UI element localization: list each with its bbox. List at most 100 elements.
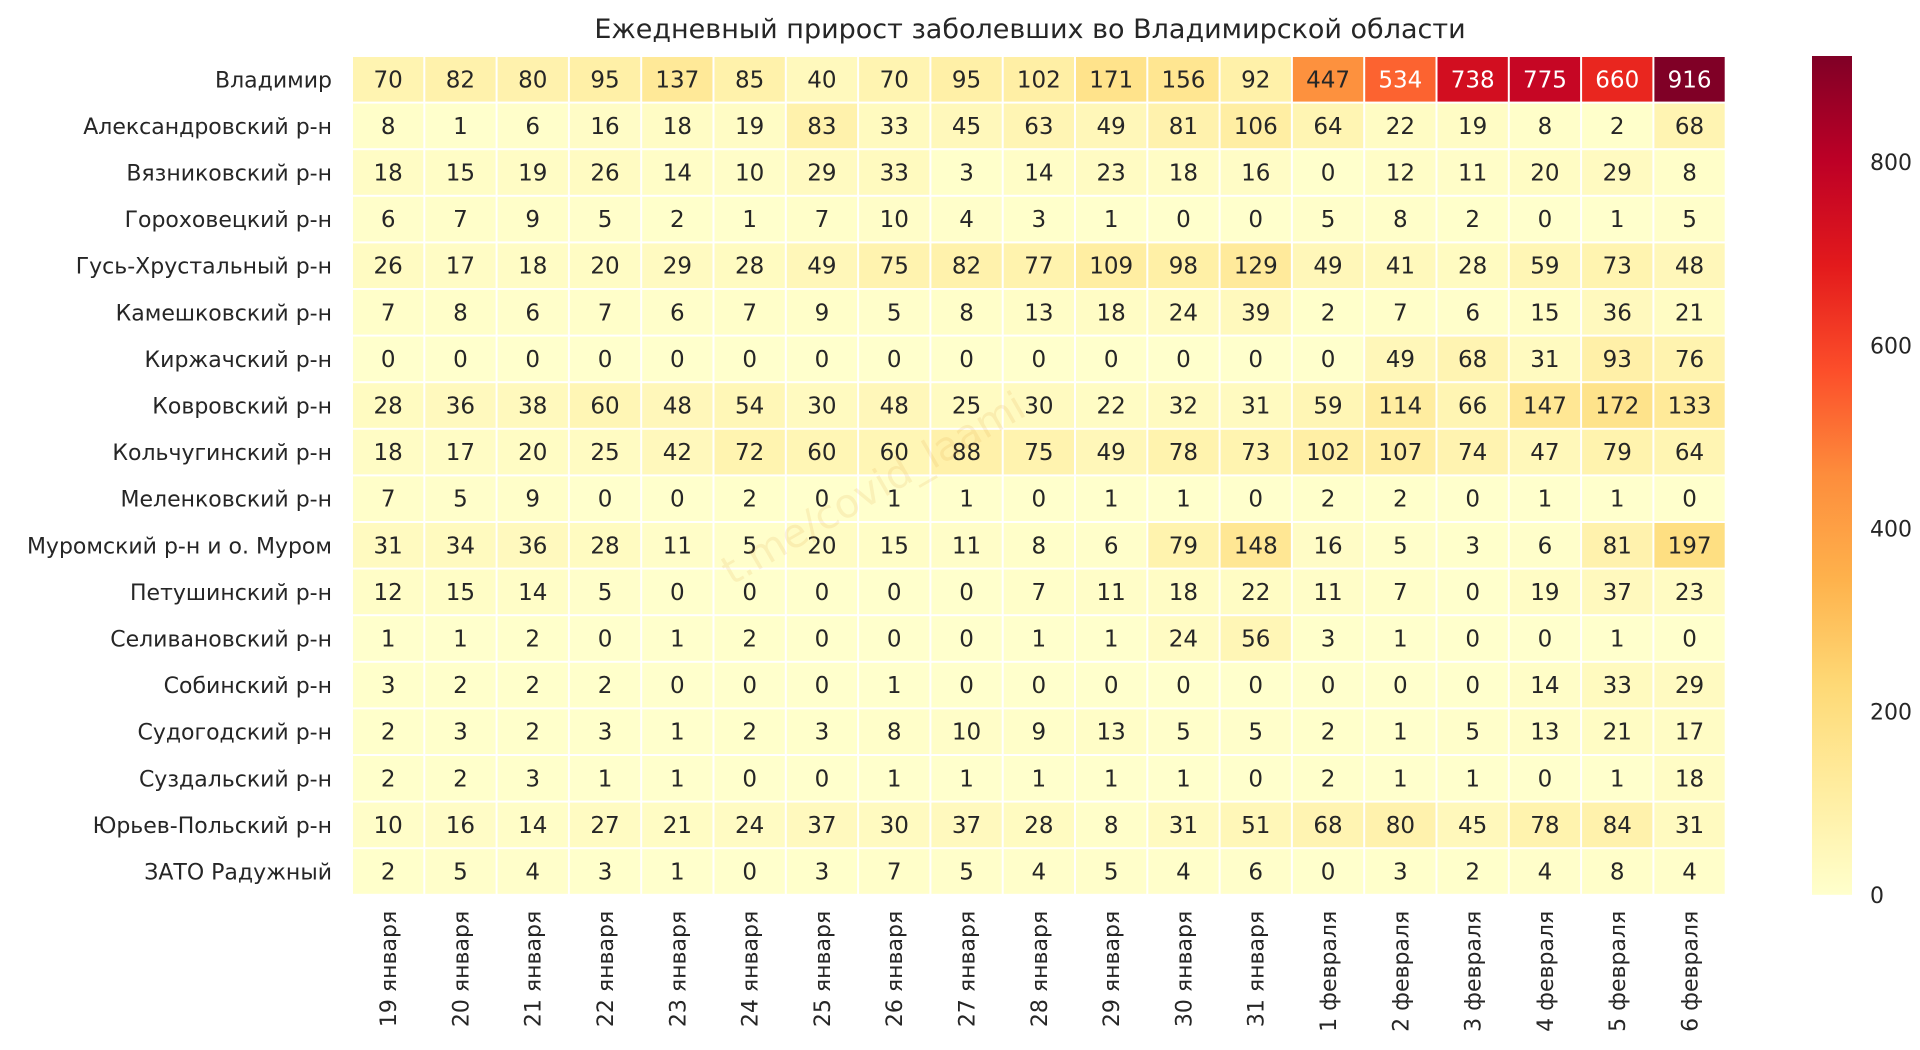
cell-value-label: 37: [952, 813, 981, 839]
heatmap-cell: [859, 523, 930, 568]
colorbar-tick-label: 400: [1870, 518, 1912, 543]
cell-value-label: 0: [1682, 487, 1697, 513]
column-label: 25 января: [811, 911, 836, 1027]
cell-value-label: 0: [742, 347, 757, 373]
cell-value-label: 6: [525, 300, 540, 326]
column-label: 1 февраля: [1317, 911, 1342, 1032]
cell-value-label: 0: [742, 673, 757, 699]
row-label: Меленковский р-н: [121, 488, 332, 513]
cell-value-label: 8: [1682, 161, 1697, 187]
cell-value-label: 37: [1603, 580, 1632, 606]
cell-value-label: 16: [446, 813, 475, 839]
cell-value-label: 59: [1530, 254, 1559, 280]
cell-value-label: 33: [1603, 673, 1632, 699]
heatmap-cell: [642, 709, 713, 754]
cell-value-label: 28: [1024, 813, 1053, 839]
heatmap-cell: [425, 103, 496, 149]
cell-value-label: 16: [1313, 533, 1342, 559]
heatmap-cell: [425, 383, 496, 428]
cell-value-label: 17: [446, 440, 475, 466]
cell-value-label: 1: [1610, 487, 1625, 513]
cell-value-label: 5: [887, 300, 902, 326]
cell-value-label: 1: [1393, 627, 1408, 653]
heatmap-cell: [1220, 57, 1291, 102]
heatmap-cell: [1582, 57, 1653, 102]
cell-value-label: 3: [815, 720, 830, 746]
cell-value-label: 20: [1530, 161, 1559, 187]
cell-value-label: 2: [1393, 487, 1408, 513]
cell-value-label: 0: [670, 580, 685, 606]
cell-value-label: 84: [1603, 813, 1632, 839]
heatmap-cell: [714, 523, 785, 568]
cell-value-label: 2: [381, 720, 396, 746]
heatmap-cell: [1003, 150, 1074, 195]
cell-value-label: 4: [1176, 860, 1191, 886]
heatmap-cell: [714, 150, 785, 195]
cell-value-label: 0: [598, 627, 613, 653]
row-label: Ковровский р-н: [152, 395, 332, 420]
cell-value-label: 68: [1458, 347, 1487, 373]
cell-value-label: 1: [1393, 766, 1408, 792]
heatmap-cell: [353, 290, 424, 335]
colorbar: 0 200 400 600 800: [1812, 56, 1912, 909]
heatmap-cell: [859, 476, 930, 521]
cell-value-label: 0: [525, 347, 540, 373]
cell-value-label: 49: [807, 254, 836, 280]
cell-value-label: 64: [1313, 114, 1342, 140]
row-labels: Владимир Александровский р-н Вязниковский …: [27, 68, 332, 885]
heatmap-cell: [786, 709, 858, 754]
cell-value-label: 0: [670, 673, 685, 699]
heatmap-cell: [1365, 150, 1436, 195]
heatmap-cell: [425, 756, 496, 801]
heatmap-cell: [569, 476, 641, 521]
heatmap-cell: [714, 709, 785, 754]
cell-value-label: 8: [887, 720, 902, 746]
cell-value-label: 51: [1241, 813, 1270, 839]
heatmap-cell: [1509, 709, 1581, 754]
heatmap-cell: [1365, 336, 1436, 382]
heatmap-cell: [1582, 849, 1653, 894]
heatmap-cell: [1582, 756, 1653, 801]
heatmap-cell: [497, 383, 568, 428]
heatmap-cell: [569, 616, 641, 661]
cell-value-label: 6: [670, 300, 685, 326]
heatmap-cell: [569, 802, 641, 848]
column-label: 2 февраля: [1389, 911, 1414, 1032]
heatmap-cell: [1003, 709, 1074, 754]
heatmap-cell: [714, 243, 785, 288]
heatmap-cell: [642, 150, 713, 195]
cell-value-label: 77: [1024, 254, 1053, 280]
cell-value-label: 133: [1668, 394, 1712, 420]
heatmap-cell: [569, 336, 641, 382]
heatmap-cell: [1654, 196, 1725, 242]
cell-value-label: 2: [742, 720, 757, 746]
cell-value-label: 0: [815, 580, 830, 606]
column-label: 5 февраля: [1606, 911, 1631, 1032]
cell-value-label: 23: [1675, 580, 1704, 606]
heatmap-cell: [1148, 849, 1219, 894]
heatmap-cell: [1437, 849, 1508, 894]
heatmap-cell: [1437, 243, 1508, 288]
cell-value-label: 4: [1682, 860, 1697, 886]
heatmap-cell: [353, 383, 424, 428]
cell-value-label: 18: [518, 254, 547, 280]
cell-value-label: 18: [1675, 766, 1704, 792]
cell-value-label: 93: [1603, 347, 1632, 373]
cell-value-label: 2: [1465, 860, 1480, 886]
heatmap-cell: [642, 476, 713, 521]
heatmap-cell: [1437, 383, 1508, 428]
cell-value-label: 1: [1176, 487, 1191, 513]
cell-value-label: 23: [1097, 161, 1126, 187]
cell-value-label: 2: [1465, 207, 1480, 233]
cell-value-label: 9: [815, 300, 830, 326]
heatmap-cell: [1509, 383, 1581, 428]
cell-value-label: 2: [1321, 766, 1336, 792]
heatmap-cell: [425, 336, 496, 382]
heatmap-cell: [353, 662, 424, 708]
heatmap-cell: [1220, 196, 1291, 242]
heatmap-cell: [1003, 103, 1074, 149]
cell-value-label: 72: [735, 440, 764, 466]
heatmap-cell: [859, 196, 930, 242]
cell-value-label: 0: [1248, 487, 1263, 513]
heatmap-cell: [1654, 383, 1725, 428]
